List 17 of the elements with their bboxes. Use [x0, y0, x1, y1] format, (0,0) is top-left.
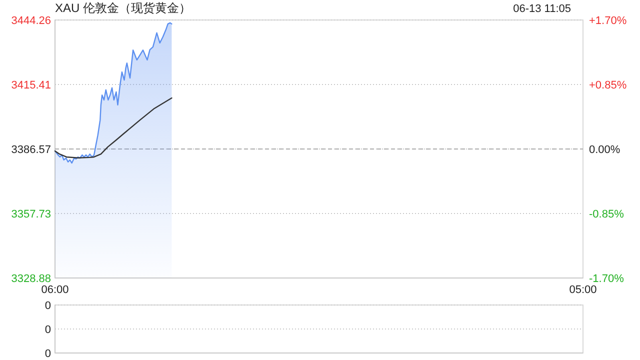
text: 06-13 11:05 [513, 3, 571, 15]
y-tick-label: 3415.41 [11, 80, 51, 92]
y2-tick-label: +0.85% [589, 80, 627, 92]
text: 0 [44, 324, 51, 336]
y-tick-label: 3386.57 [11, 144, 51, 156]
y2-tick-label: 0.00% [589, 144, 620, 156]
y-tick-label: 3444.26 [11, 15, 51, 27]
y2-tick-label: +1.70% [589, 15, 627, 27]
y-tick-label: 3357.73 [11, 208, 51, 220]
chart-title: XAU 伦敦金（现货黄金） [55, 1, 192, 15]
y-tick-label: 3328.88 [11, 273, 51, 285]
x-tick-label: 06:00 [41, 284, 69, 296]
text: 0 [44, 300, 51, 312]
y2-tick-label: -0.85% [589, 208, 624, 220]
text: 0 [44, 348, 51, 360]
y2-tick-label: -1.70% [589, 273, 624, 285]
x-tick-label: 05:00 [569, 284, 597, 296]
